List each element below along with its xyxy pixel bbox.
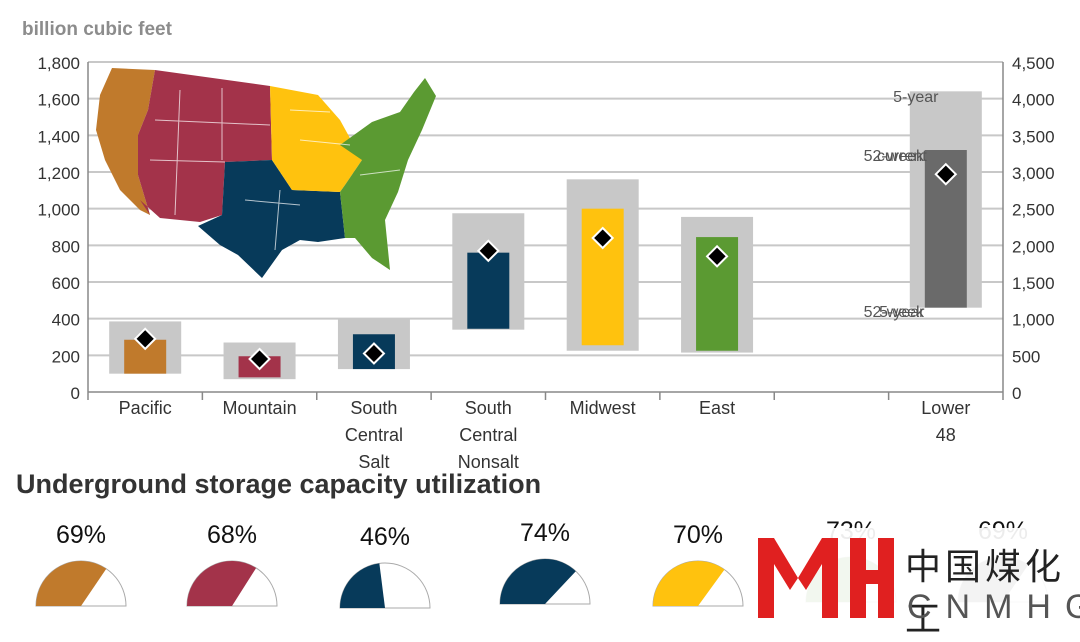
gauge-fill [187,561,257,606]
current-marker [133,327,157,351]
axis-unit-label: billion cubic feet [22,19,172,40]
left-axis-tick-label: 1,800 [37,54,80,73]
category-label: South [350,398,397,418]
gauge: 46% [330,523,440,617]
right-axis-tick-label: 3,000 [1012,164,1055,183]
left-axis-tick-label: 1,400 [37,127,80,146]
right-axis-tick-label: 3,500 [1012,127,1055,146]
map-region-south-central [198,160,345,278]
right-axis-tick-label: 2,000 [1012,237,1055,256]
gauge-fill [340,563,385,608]
fifty-two-week-range-bar [467,252,510,329]
gauge: 74% [490,519,600,613]
gauge: 69% [26,521,136,615]
current-marker [362,342,386,365]
current-marker [591,226,615,250]
gauge-dial [652,560,744,607]
category-label: Central [345,425,403,445]
annotation-current: current [877,148,927,165]
category-label: East [699,398,735,418]
current-marker [934,162,958,186]
right-axis-tick-label: 500 [1012,347,1040,366]
left-axis-tick-label: 200 [52,347,80,366]
map-region-midwest [270,86,362,192]
gauge-dial [339,562,431,609]
annotation-week-52-top: 52-week [864,148,925,165]
left-axis-tick-label: 1,600 [37,91,80,110]
watermark: 中国煤化工 CNMHG [750,528,1080,639]
left-axis-tick-label: 800 [52,237,80,256]
gauge-dial [499,558,591,605]
category-label: Mountain [223,398,297,418]
right-axis-tick-label: 1,000 [1012,311,1055,330]
left-axis-tick-label: 1,200 [37,164,80,183]
watermark-logo-icon [758,538,894,618]
category-label: Lower [921,398,970,418]
gauge-percent-label: 46% [359,523,411,551]
right-axis-tick-label: 4,000 [1012,91,1055,110]
annotation-five-year-bottom: 5-year [879,304,925,321]
current-marker [248,347,271,371]
gauge-fill [653,560,725,606]
category-label: Pacific [119,398,172,418]
gauge-dial [186,560,278,607]
map-region-east [340,78,436,270]
current-marker [705,244,729,268]
watermark-en-text: CNMHG [907,588,1080,626]
watermark-cn-text: 中国煤化工 [905,546,1066,639]
left-axis-tick-label: 1,000 [37,201,80,220]
right-axis-tick-label: 0 [1012,384,1021,403]
gauge-percent-label: 70% [672,521,724,549]
map-region-pacific [96,68,155,215]
gauge-percent-label: 74% [519,519,571,547]
category-label: Salt [358,452,389,472]
gauge-dial [35,560,127,607]
left-axis-tick-label: 400 [52,311,80,330]
capacity-utilization-title: Underground storage capacity utilization [16,469,542,499]
gauge-fill [36,561,107,606]
category-label: Nonsalt [458,452,519,472]
annotation-week-52-bottom: 52-week [864,304,925,321]
gauge: 70% [643,521,753,615]
current-marker [476,239,500,263]
category-label: Central [459,425,517,445]
category-label: Midwest [570,398,636,418]
gauge-fill [500,559,576,604]
category-label: 48 [936,425,956,445]
right-axis-tick-label: 4,500 [1012,54,1055,73]
annotation-five-year: 5-year [893,89,939,106]
left-axis-tick-label: 600 [52,274,80,293]
map-region-mountain [138,70,272,222]
right-axis-tick-label: 1,500 [1012,274,1055,293]
us-regions-map [96,68,436,278]
left-axis-tick-label: 0 [71,384,80,403]
gauge: 68% [177,521,287,615]
category-label: South [465,398,512,418]
right-axis-tick-label: 2,500 [1012,201,1055,220]
gauge-percent-label: 69% [55,521,107,549]
gauge-percent-label: 68% [206,521,258,549]
